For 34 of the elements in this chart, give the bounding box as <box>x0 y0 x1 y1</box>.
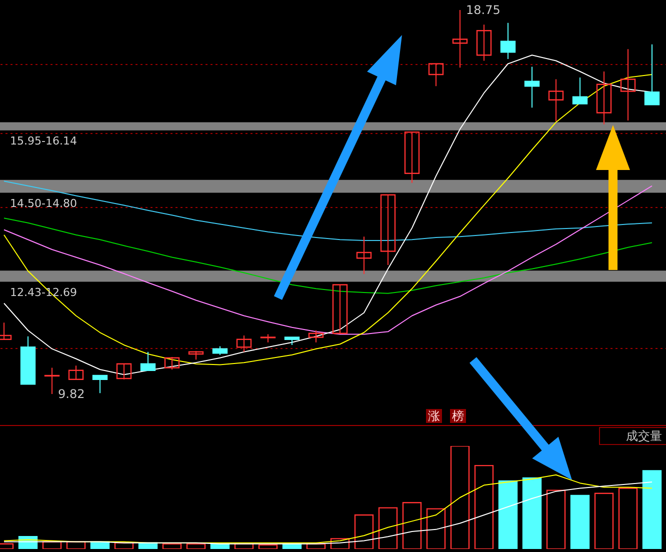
candlestick <box>572 77 588 104</box>
candlestick <box>500 22 516 60</box>
band-label: 14.50-14.80 <box>10 196 77 210</box>
candlestick <box>92 374 108 394</box>
bar <box>498 480 518 549</box>
bar <box>522 477 542 549</box>
candlestick <box>524 66 540 108</box>
candlestick <box>68 365 84 380</box>
text: 成交量 <box>599 427 666 445</box>
candlestick <box>404 132 420 184</box>
candlestick <box>596 70 612 125</box>
bar <box>90 541 110 549</box>
candlestick <box>164 356 180 370</box>
candlestick <box>380 194 396 266</box>
text: 涨 <box>426 409 442 423</box>
candlestick <box>308 330 324 343</box>
candlestick <box>116 363 132 380</box>
candlestick <box>644 44 660 106</box>
candlestick <box>428 63 444 87</box>
candlestick <box>332 284 348 334</box>
band-label: 15.95-16.14 <box>10 134 77 148</box>
candlestick <box>476 24 492 62</box>
candlestick <box>452 10 468 68</box>
candlestick <box>44 367 60 394</box>
candlestick <box>356 236 372 275</box>
annotation: 18.75 <box>466 3 500 17</box>
candlestick <box>620 48 636 122</box>
bar <box>642 470 662 549</box>
candlestick <box>548 78 564 122</box>
text: 榜 <box>450 409 466 423</box>
candlestick <box>140 351 156 371</box>
candlestick <box>236 335 252 352</box>
bar <box>570 494 590 549</box>
annotation: 9.82 <box>58 387 85 401</box>
